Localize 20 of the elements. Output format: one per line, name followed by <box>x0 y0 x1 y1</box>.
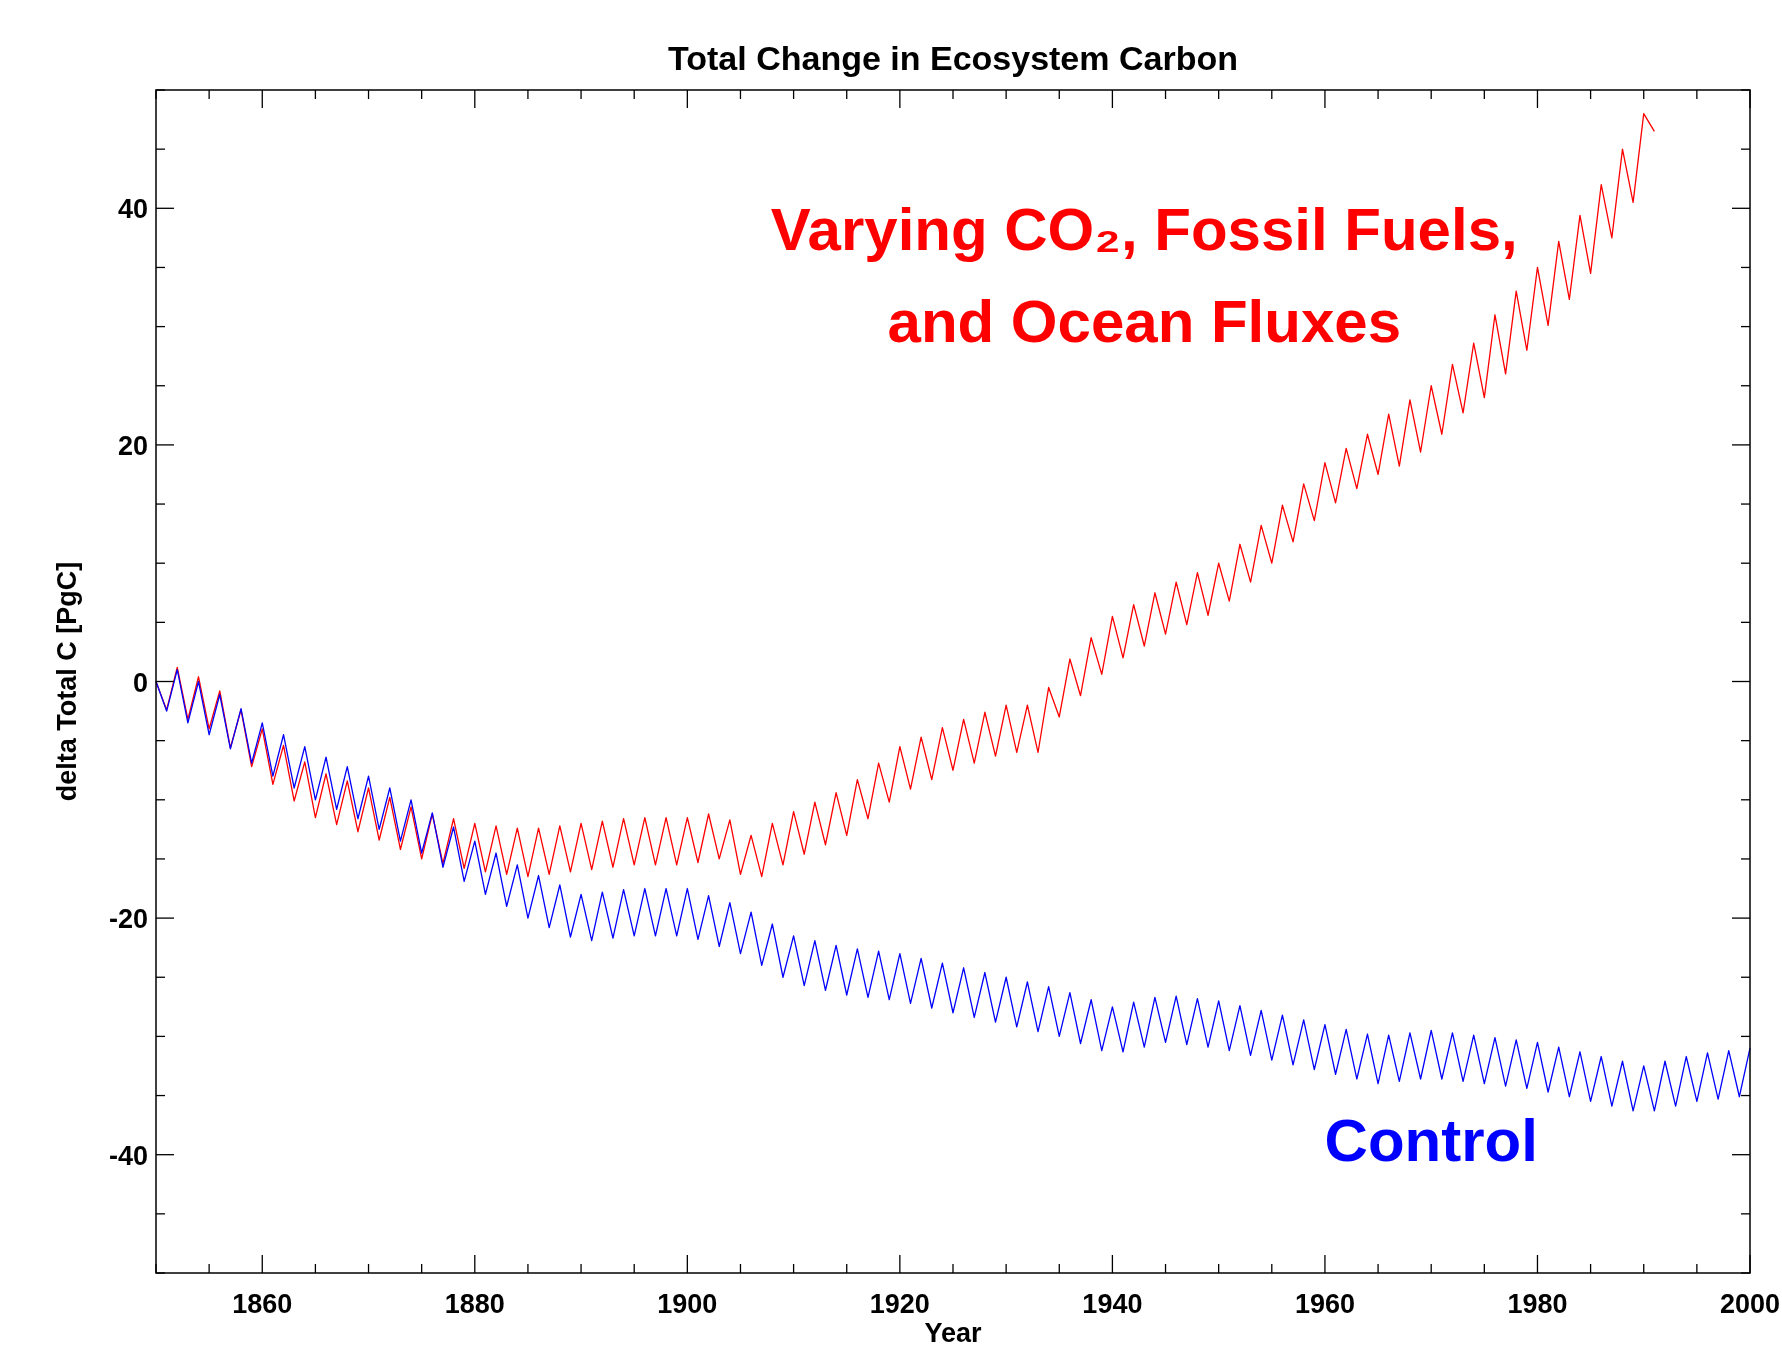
series-label: Varying CO₂, Fossil Fuels, and Ocean Fluxes <box>770 195 1518 355</box>
x-tick-label: 1940 <box>1082 1289 1143 1319</box>
x-tick-label: 1860 <box>232 1289 293 1319</box>
y-tick-label: -20 <box>108 904 148 935</box>
x-tick-label: 1920 <box>869 1289 930 1319</box>
x-tick-label: 1880 <box>444 1289 505 1319</box>
x-tick-label: 1900 <box>657 1289 718 1319</box>
x-tick-label: 2000 <box>1719 1289 1781 1319</box>
chart-title: Total Change in Ecosystem Carbon <box>668 39 1238 77</box>
series-label: Control <box>1324 1106 1538 1174</box>
y-tick-label: -40 <box>108 1140 148 1171</box>
y-tick-label: 20 <box>117 430 148 461</box>
y-tick-label: 40 <box>117 194 148 225</box>
x-tick-label: 1960 <box>1294 1289 1355 1319</box>
y-tick-label: 0 <box>132 667 148 698</box>
line-series <box>155 669 1751 1112</box>
y-axis-title: delta Total C [PgC] <box>52 561 82 802</box>
x-axis-title: Year <box>924 1318 983 1348</box>
line-series <box>155 113 1656 878</box>
x-tick-label: 1980 <box>1507 1289 1568 1319</box>
